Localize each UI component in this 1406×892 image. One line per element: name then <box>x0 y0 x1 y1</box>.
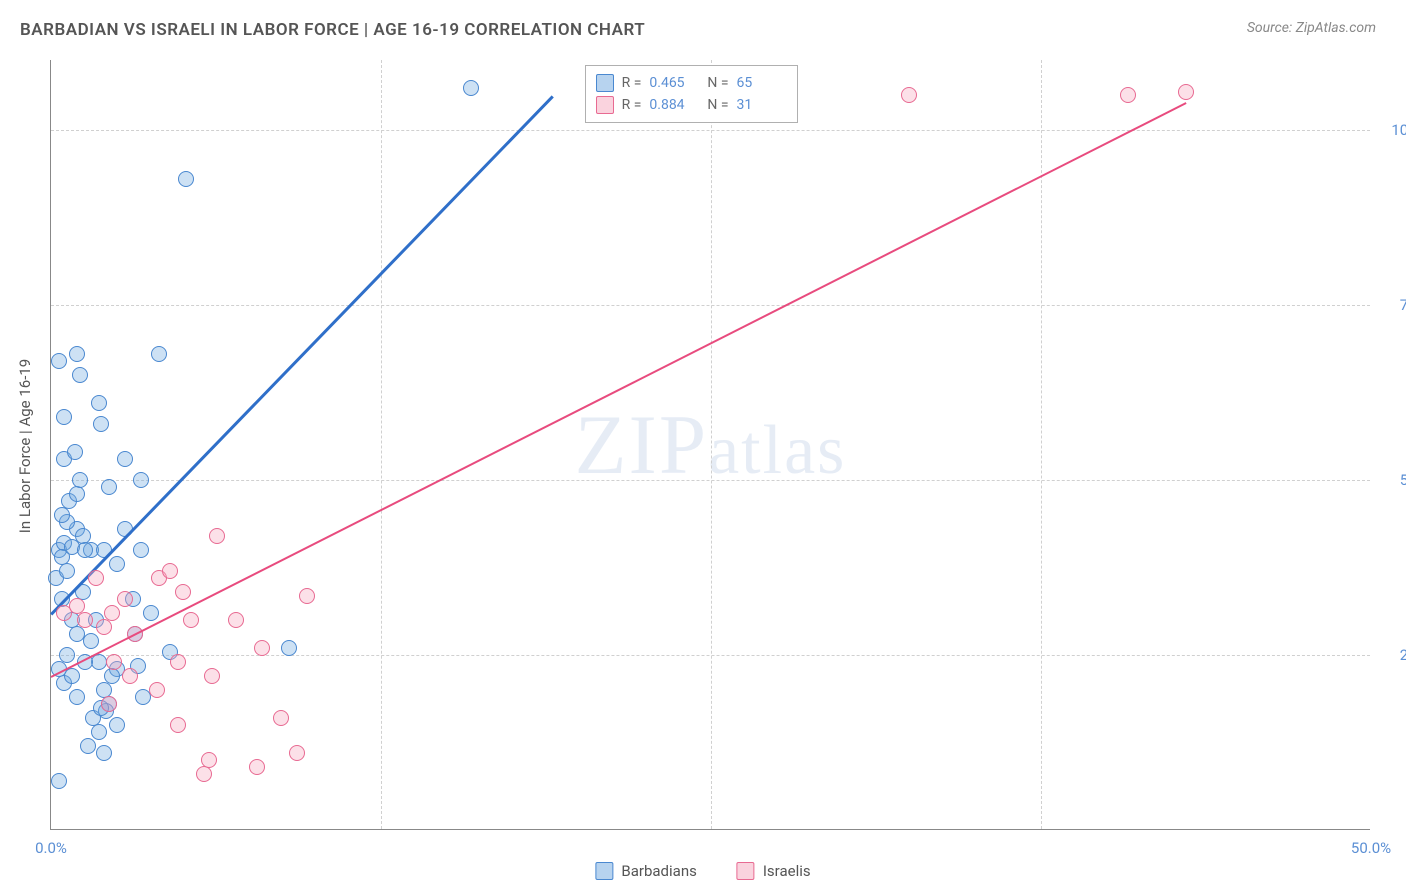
scatter-point <box>249 759 265 775</box>
trend-line <box>51 102 1187 678</box>
scatter-point <box>1178 84 1194 100</box>
scatter-point <box>122 668 138 684</box>
scatter-point <box>91 395 107 411</box>
x-tick-label: 50.0% <box>1351 839 1391 857</box>
scatter-point <box>196 766 212 782</box>
r-value: 0.465 <box>649 75 699 91</box>
scatter-point <box>96 619 112 635</box>
scatter-point <box>59 563 75 579</box>
scatter-point <box>77 612 93 628</box>
y-tick-label: 100.0% <box>1380 121 1406 139</box>
legend-swatch <box>737 862 755 880</box>
legend-item: Barbadians <box>595 862 696 880</box>
legend-bottom: Barbadians Israelis <box>595 862 810 880</box>
scatter-point <box>59 647 75 663</box>
scatter-point <box>151 346 167 362</box>
legend-item: Israelis <box>737 862 811 880</box>
scatter-point <box>289 745 305 761</box>
legend-swatch <box>595 862 613 880</box>
scatter-point <box>67 444 83 460</box>
gridline-v <box>381 60 382 829</box>
legend-row: R = 0.884 N = 31 <box>596 94 787 116</box>
scatter-point <box>170 717 186 733</box>
scatter-point <box>175 584 191 600</box>
legend-row: R = 0.465 N = 65 <box>596 72 787 94</box>
scatter-point <box>183 612 199 628</box>
scatter-point <box>273 710 289 726</box>
r-value: 0.884 <box>649 97 699 113</box>
scatter-point <box>133 472 149 488</box>
plot-area: ZIPatlas 25.0%50.0%75.0%100.0%0.0%50.0% <box>50 60 1370 830</box>
scatter-point <box>254 640 270 656</box>
scatter-point <box>201 752 217 768</box>
legend-swatch <box>596 74 614 92</box>
scatter-point <box>104 605 120 621</box>
n-value: 65 <box>737 75 787 91</box>
scatter-point <box>83 633 99 649</box>
scatter-point <box>143 605 159 621</box>
scatter-point <box>901 87 917 103</box>
scatter-point <box>178 171 194 187</box>
scatter-point <box>106 654 122 670</box>
y-tick-label: 50.0% <box>1380 471 1406 489</box>
scatter-point <box>51 773 67 789</box>
scatter-point <box>77 542 93 558</box>
n-label: N = <box>707 97 728 113</box>
scatter-point <box>72 367 88 383</box>
scatter-point <box>96 745 112 761</box>
scatter-point <box>463 80 479 96</box>
n-value: 31 <box>737 97 787 113</box>
scatter-point <box>281 640 297 656</box>
scatter-point <box>54 507 70 523</box>
scatter-point <box>133 542 149 558</box>
scatter-point <box>204 668 220 684</box>
legend-swatch <box>596 96 614 114</box>
scatter-point <box>88 570 104 586</box>
scatter-point <box>109 717 125 733</box>
scatter-point <box>209 528 225 544</box>
scatter-point <box>117 451 133 467</box>
scatter-point <box>64 668 80 684</box>
chart-title: BARBADIAN VS ISRAELI IN LABOR FORCE | AG… <box>20 20 645 40</box>
scatter-point <box>91 724 107 740</box>
y-tick-label: 25.0% <box>1380 646 1406 664</box>
scatter-point <box>69 486 85 502</box>
legend-label: Barbadians <box>621 862 696 880</box>
scatter-point <box>51 353 67 369</box>
scatter-point <box>228 612 244 628</box>
scatter-point <box>1120 87 1136 103</box>
source-attribution: Source: ZipAtlas.com <box>1247 20 1376 36</box>
scatter-point <box>299 588 315 604</box>
n-label: N = <box>707 75 728 91</box>
y-axis-title: In Labor Force | Age 16-19 <box>16 359 34 533</box>
scatter-point <box>101 696 117 712</box>
scatter-point <box>104 668 120 684</box>
scatter-point <box>93 416 109 432</box>
r-label: R = <box>622 75 642 91</box>
scatter-point <box>69 346 85 362</box>
scatter-point <box>117 591 133 607</box>
legend-label: Israelis <box>763 862 811 880</box>
scatter-point <box>162 563 178 579</box>
scatter-point <box>72 472 88 488</box>
scatter-point <box>56 409 72 425</box>
trend-line <box>50 95 553 615</box>
scatter-point <box>101 479 117 495</box>
correlation-legend: R = 0.465 N = 65 R = 0.884 N = 31 <box>585 65 798 123</box>
y-tick-label: 75.0% <box>1380 296 1406 314</box>
scatter-point <box>149 682 165 698</box>
gridline-v <box>711 60 712 829</box>
scatter-point <box>69 689 85 705</box>
x-tick-label: 0.0% <box>35 839 67 857</box>
r-label: R = <box>622 97 642 113</box>
scatter-point <box>80 738 96 754</box>
scatter-point <box>170 654 186 670</box>
scatter-point <box>109 556 125 572</box>
